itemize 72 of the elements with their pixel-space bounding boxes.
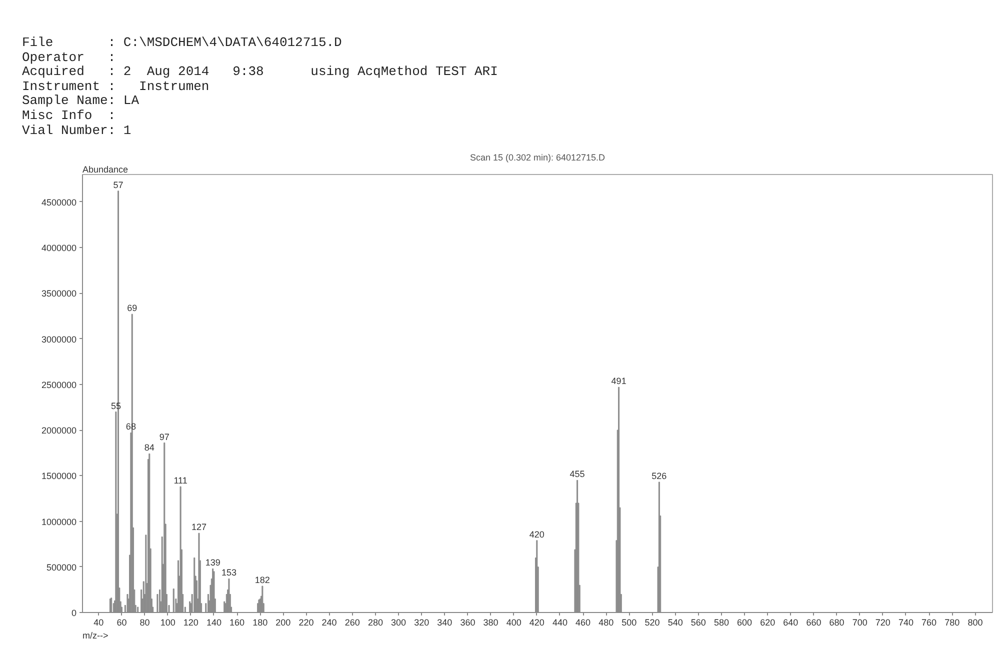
text: Instrument : Instrumen xyxy=(22,78,210,94)
x-tick-label: 660 xyxy=(806,618,822,628)
x-tick-label: 780 xyxy=(944,618,960,628)
x-tick-label: 180 xyxy=(252,618,268,628)
annotation: 69 xyxy=(127,303,138,314)
x-tick-label: 240 xyxy=(322,618,337,628)
x-tick-label: 800 xyxy=(968,618,983,628)
x-tick-label: 60 xyxy=(116,618,127,628)
annotation: 420 xyxy=(529,529,544,540)
annotation: 182 xyxy=(254,575,270,586)
y-tick-label: 1500000 xyxy=(41,471,77,482)
x-tick-label: 300 xyxy=(391,618,406,628)
x-tick-label: 420 xyxy=(529,618,544,628)
y-tick-label: 2500000 xyxy=(41,380,77,390)
x-tick-label: 640 xyxy=(783,618,798,628)
x-tick-label: 740 xyxy=(898,618,914,628)
x-tick-label: 340 xyxy=(437,618,452,628)
x-tick-label: 440 xyxy=(552,618,568,628)
x-tick-label: 220 xyxy=(298,618,314,628)
x-tick-label: 680 xyxy=(829,618,844,628)
x-tick-label: 520 xyxy=(644,618,660,628)
annotation: 97 xyxy=(159,432,170,442)
text: Misc Info : xyxy=(22,108,116,123)
text: Acquired : 2 Aug 2014 9:38 using AcqMethod TEST ARI xyxy=(22,64,498,80)
x-tick-label: 700 xyxy=(852,618,868,628)
annotation: 491 xyxy=(611,376,626,386)
annotation: 526 xyxy=(652,471,667,482)
x-tick-label: 280 xyxy=(368,618,383,628)
annotation: 153 xyxy=(221,568,236,578)
x-axis-title: m/z--> xyxy=(82,630,108,640)
x-tick-label: 480 xyxy=(598,618,614,628)
x-tick-label: 600 xyxy=(737,618,752,628)
x-tick-label: 540 xyxy=(668,618,683,628)
text: Sample Name: LA xyxy=(22,93,140,108)
x-tick-label: 260 xyxy=(344,618,360,628)
text: Vial Number: 1 xyxy=(22,122,132,138)
x-tick-label: 200 xyxy=(276,618,291,628)
x-tick-label: 560 xyxy=(690,618,706,628)
x-tick-label: 80 xyxy=(140,618,150,628)
x-tick-label: 620 xyxy=(760,618,776,628)
annotation: 455 xyxy=(570,469,585,480)
y-axis-title: Abundance xyxy=(82,164,128,174)
x-tick-label: 320 xyxy=(414,618,430,628)
x-tick-label: 720 xyxy=(875,618,890,628)
annotation: 139 xyxy=(205,558,220,568)
annotation: 111 xyxy=(174,476,188,486)
chart-title: Scan 15 (0.302 min): 64012715.D xyxy=(470,152,606,162)
x-tick-label: 580 xyxy=(714,618,729,628)
y-tick-label: 0 xyxy=(71,608,77,618)
text: Operator : xyxy=(22,50,116,65)
y-tick-label: 500000 xyxy=(46,562,77,572)
y-tick-label: 3500000 xyxy=(41,288,77,299)
x-tick-label: 760 xyxy=(922,618,937,628)
x-tick-label: 40 xyxy=(94,618,104,628)
y-tick-label: 4500000 xyxy=(41,197,77,208)
x-tick-label: 400 xyxy=(506,618,522,628)
y-tick-label: 4000000 xyxy=(41,243,77,253)
x-tick-label: 120 xyxy=(183,618,198,628)
annotation: 84 xyxy=(144,442,154,453)
x-tick-label: 160 xyxy=(230,618,245,628)
y-tick-label: 1000000 xyxy=(41,516,77,527)
x-tick-label: 360 xyxy=(460,618,476,628)
x-tick-label: 140 xyxy=(206,618,222,628)
x-tick-label: 100 xyxy=(160,618,176,628)
x-tick-label: 380 xyxy=(483,618,498,628)
x-tick-label: 500 xyxy=(622,618,637,628)
annotation: 57 xyxy=(113,180,124,190)
y-tick-label: 2000000 xyxy=(41,426,77,436)
text: File : C:\MSDCHEM\4\DATA\64012715.D xyxy=(22,35,342,50)
annotation: 127 xyxy=(191,522,207,532)
y-tick-label: 3000000 xyxy=(41,334,77,344)
x-tick-label: 460 xyxy=(576,618,591,628)
